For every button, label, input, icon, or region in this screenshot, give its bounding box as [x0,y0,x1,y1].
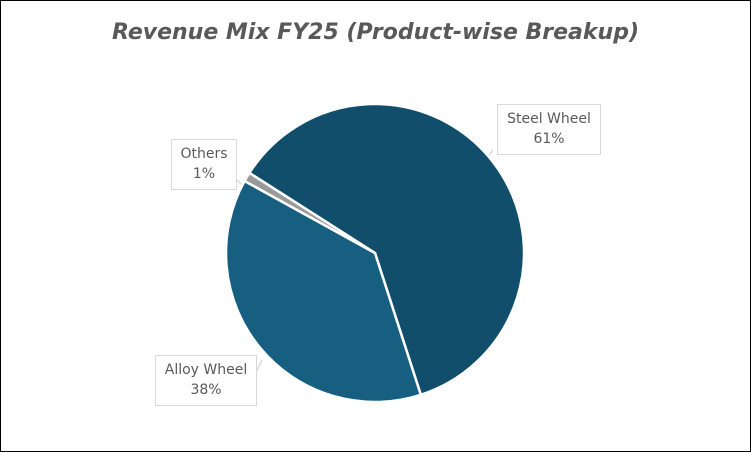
slice-category: Steel Wheel [507,111,591,127]
slice-percent: 38% [190,382,222,398]
slice-percent: 1% [192,166,216,182]
pie-slice-alloy-wheel [224,179,423,404]
data-label-others: Others 1% [171,139,237,190]
data-label-steel-wheel: Steel Wheel 61% [497,104,601,155]
slice-category: Others [180,146,228,162]
chart-title: Revenue Mix FY25 (Product-wise Breakup) [111,20,640,45]
slice-percent: 61% [533,131,565,147]
pie-slice-steel-wheel [248,102,526,397]
leader-line [255,359,263,373]
data-label-alloy-wheel: Alloy Wheel 38% [155,355,257,406]
pie-slice-others [243,171,377,255]
slice-category: Alloy Wheel [164,362,248,378]
